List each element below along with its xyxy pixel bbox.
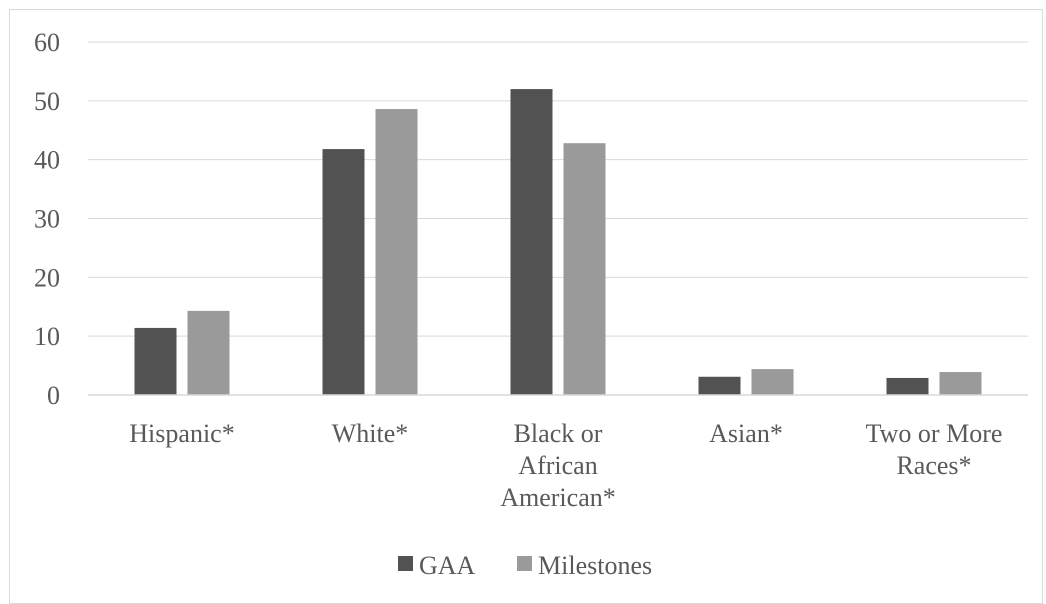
- bar-gaa: [698, 376, 741, 395]
- bar-milestones: [375, 109, 418, 395]
- category-label: Races*: [896, 451, 971, 480]
- y-tick-label: 50: [34, 87, 60, 116]
- bar-gaa: [134, 327, 177, 395]
- y-axis-ticks: 0 10 20 30 40 50 60: [34, 28, 60, 410]
- y-tick-label: 40: [34, 146, 60, 175]
- legend-swatch-milestones: [517, 556, 532, 571]
- gridlines: [88, 41, 1028, 337]
- bars: [134, 89, 982, 396]
- bar-gaa: [886, 377, 929, 395]
- category-label: White*: [332, 419, 409, 448]
- bar-milestones: [563, 143, 606, 395]
- category-label: African: [518, 451, 597, 480]
- x-axis-category-labels: Hispanic* White* Black or African American* A…: [129, 419, 1002, 512]
- category-label: Hispanic*: [129, 419, 234, 448]
- y-tick-label: 0: [47, 381, 60, 410]
- category-label: Asian*: [709, 419, 783, 448]
- bar-gaa: [322, 149, 365, 395]
- y-tick-label: 30: [34, 205, 60, 234]
- category-label: Two or More: [866, 419, 1003, 448]
- category-label: American*: [500, 483, 616, 512]
- y-tick-label: 10: [34, 322, 60, 351]
- category-label: Black or: [514, 419, 603, 448]
- legend: GAA Milestones: [398, 551, 652, 580]
- legend-label: GAA: [419, 551, 476, 580]
- bar-gaa: [510, 89, 553, 396]
- y-tick-label: 60: [34, 28, 60, 57]
- legend-label: Milestones: [538, 551, 652, 580]
- bar-milestones: [187, 310, 230, 395]
- bar-milestones: [751, 369, 794, 395]
- legend-swatch-gaa: [398, 556, 413, 571]
- y-tick-label: 20: [34, 263, 60, 292]
- bar-milestones: [939, 372, 982, 395]
